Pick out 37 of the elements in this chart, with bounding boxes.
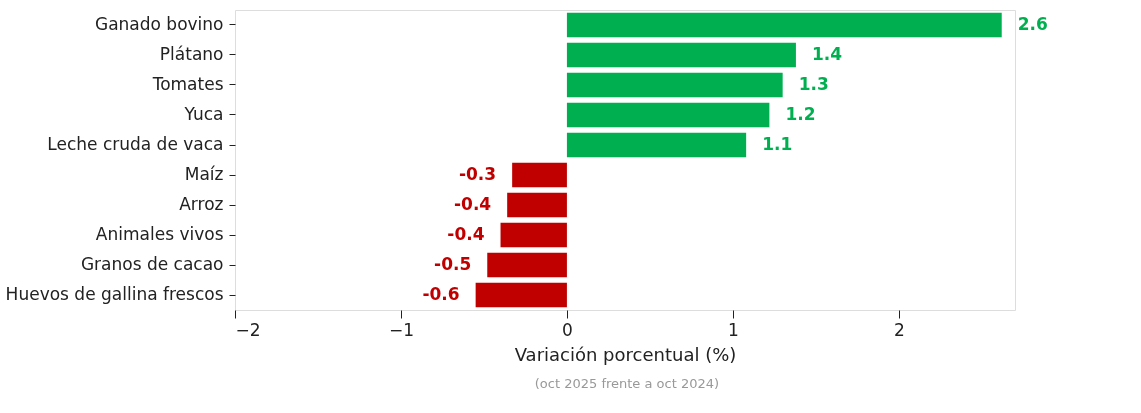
bar	[500, 222, 567, 248]
bar	[566, 132, 747, 158]
y-tick-label: Leche cruda de vaca	[47, 134, 224, 154]
bar	[566, 72, 783, 98]
x-tick-label: 2	[893, 319, 905, 340]
bar	[566, 102, 770, 128]
data-label: 1.1	[762, 134, 793, 154]
y-tick-label: Maíz	[184, 164, 224, 184]
x-tick-label: −2	[235, 319, 261, 340]
bar	[566, 42, 796, 68]
bar	[507, 192, 567, 218]
y-tick-label: Tomates	[151, 74, 224, 94]
y-tick-label: Huevos de gallina frescos	[5, 284, 224, 304]
bar	[512, 162, 567, 188]
y-tick-label: Animales vivos	[95, 224, 224, 244]
data-label: 1.2	[785, 104, 816, 124]
y-tick-label: Arroz	[179, 194, 224, 214]
x-tick-label: −1	[388, 319, 414, 340]
data-label: -0.6	[422, 284, 460, 304]
data-label: -0.3	[458, 164, 497, 184]
data-label: -0.5	[434, 254, 472, 274]
x-tick-label: 0	[562, 319, 573, 340]
data-label: 1.3	[798, 74, 829, 94]
bar	[487, 252, 567, 278]
data-label: -0.4	[454, 194, 492, 214]
bar	[566, 12, 1002, 38]
data-label: 2.6	[1017, 14, 1048, 34]
x-axis-title: Variación porcentual (%)	[514, 343, 737, 365]
y-tick-label: Yuca	[183, 104, 224, 124]
x-tick-label: 1	[727, 319, 739, 340]
y-tick-label: Granos de cacao	[80, 254, 224, 274]
text: (oct 2025 frente a oct 2024)	[534, 376, 720, 391]
y-tick-label: Ganado bovino	[94, 14, 224, 34]
data-label: 1.4	[811, 44, 843, 64]
data-label: -0.4	[447, 224, 485, 244]
bar	[475, 282, 567, 308]
y-tick-label: Plátano	[159, 44, 224, 64]
